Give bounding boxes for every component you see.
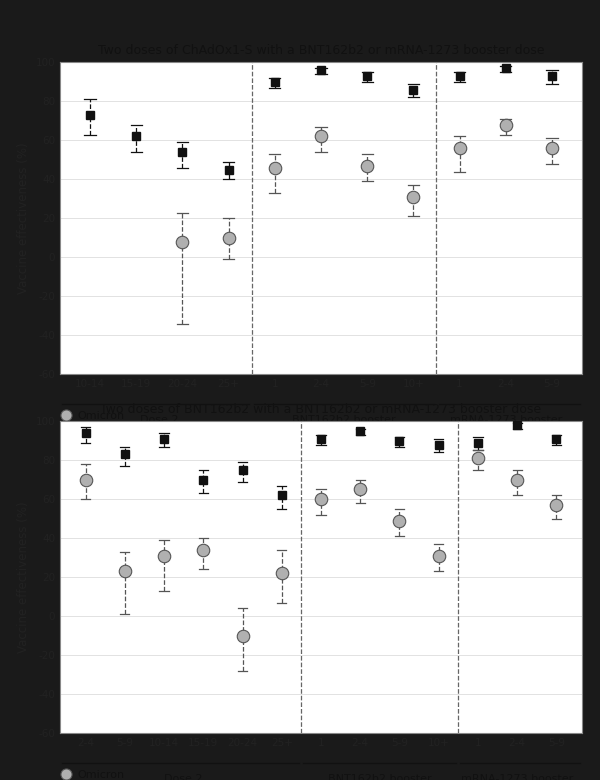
Text: Time since Vaccine (weeks): Time since Vaccine (weeks) [240,443,402,456]
Legend: Omicron, Delta: Omicron, Delta [61,411,124,434]
Text: Dose 2: Dose 2 [140,415,179,425]
Title: Two doses of BNT162b2 with a BNT162b2 or mRNA-1273 booster dose: Two doses of BNT162b2 with a BNT162b2 or… [100,402,542,416]
Y-axis label: Vaccine effectiveness (%): Vaccine effectiveness (%) [17,502,30,653]
Text: mRNA-1273 booster: mRNA-1273 booster [461,774,574,780]
Text: BNT162b2 booster: BNT162b2 booster [292,415,396,425]
Title: Two doses of ChAdOx1-S with a BNT162b2 or mRNA-1273 booster dose: Two doses of ChAdOx1-S with a BNT162b2 o… [98,44,544,57]
Text: BNT162b2 booster: BNT162b2 booster [328,774,431,780]
Y-axis label: Vaccine effectiveness (%): Vaccine effectiveness (%) [17,143,30,294]
Text: mRNA-1273 booster: mRNA-1273 booster [449,415,562,425]
Text: Dose 2: Dose 2 [164,774,203,780]
Legend: Omicron, Delta: Omicron, Delta [61,770,124,780]
